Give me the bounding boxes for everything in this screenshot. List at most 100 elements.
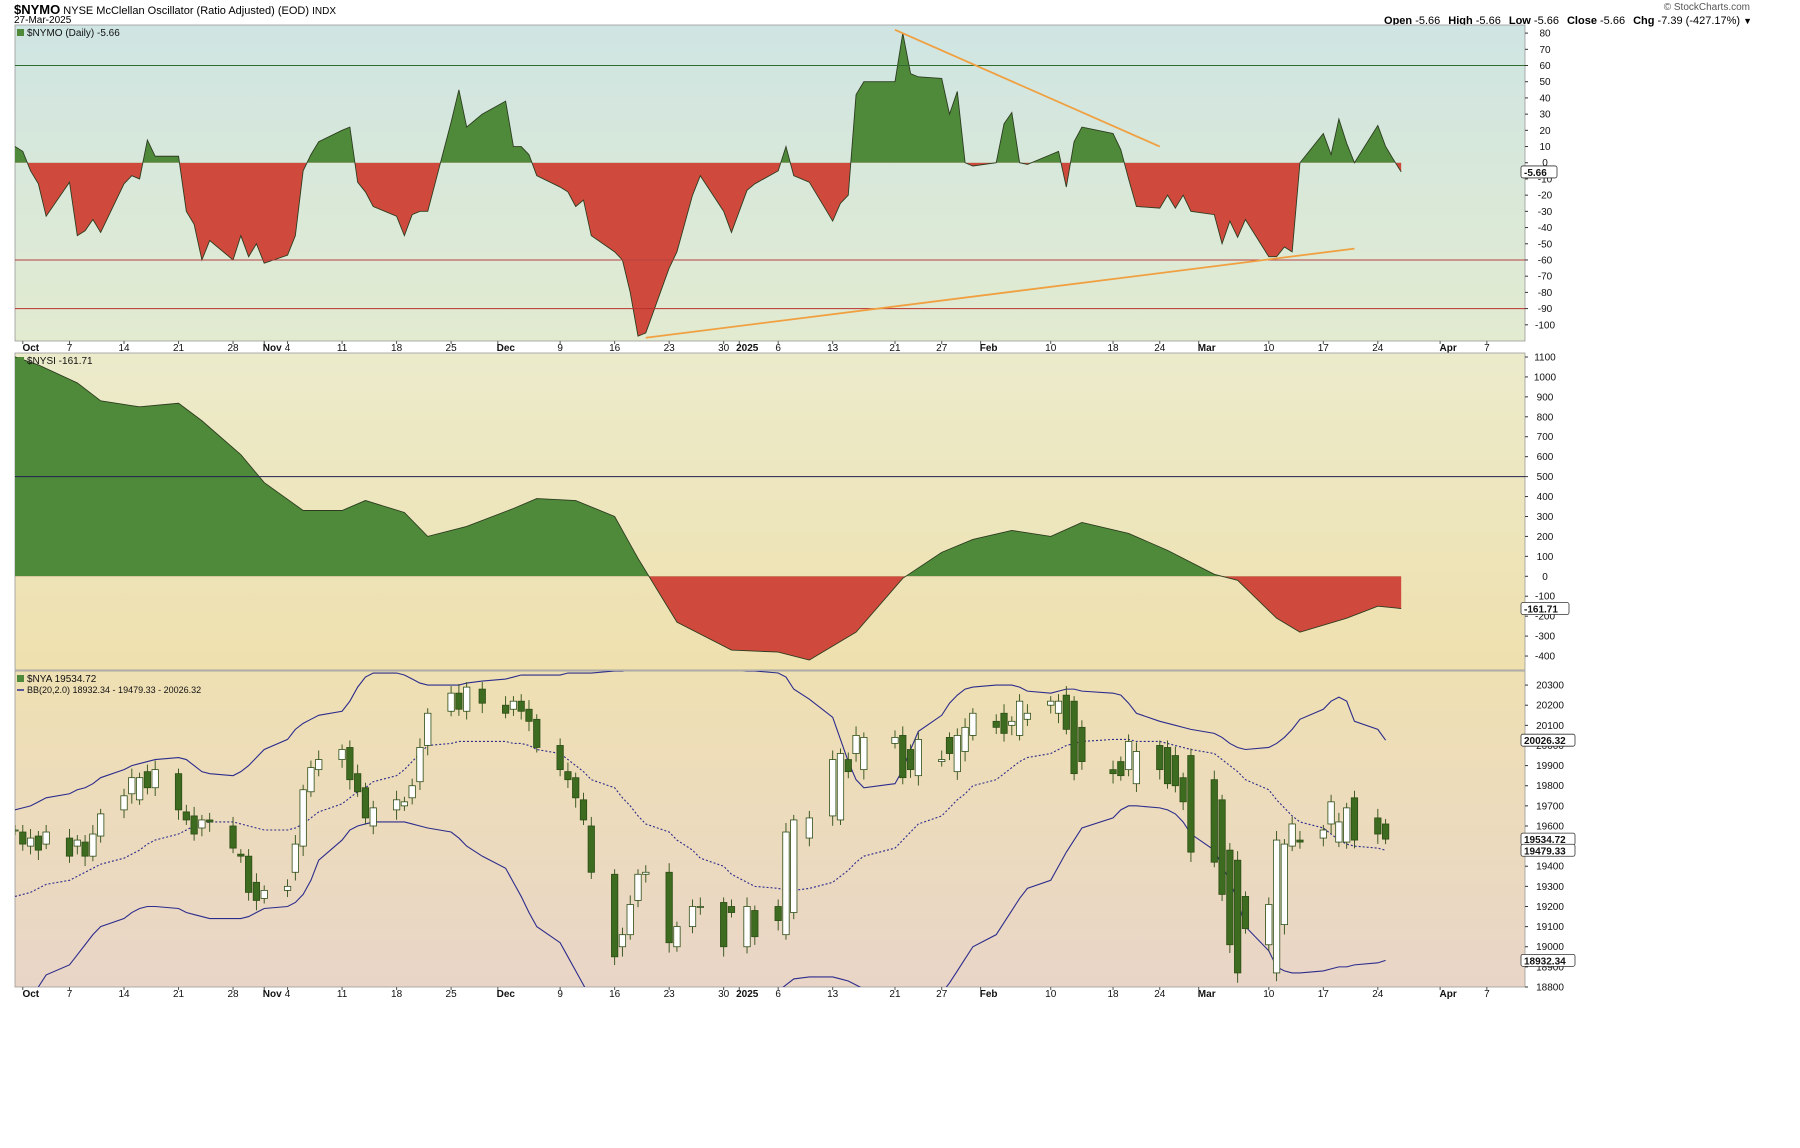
candle (525, 708, 533, 722)
candle (1374, 817, 1382, 835)
last-value-label: -5.66 (1524, 168, 1547, 179)
candle (1179, 777, 1187, 803)
candle (1125, 741, 1133, 771)
y-tick-label: 19700 (1536, 801, 1564, 812)
candle (829, 759, 837, 817)
exchange: INDX (312, 6, 337, 17)
candle (556, 745, 564, 771)
candle (1210, 779, 1218, 863)
quote-value-chg: -7.39 (-427.17%) (1657, 15, 1741, 27)
candle (906, 749, 915, 771)
x-axis: Oct 7 14 21 28 Nov 4 11 18 25 Dec 9 16 23 30 2025 6 13 21 2… (22, 341, 1490, 354)
x-tick-label: 10 (1263, 343, 1275, 354)
x-tick-label: 30 (718, 343, 730, 354)
candle (1070, 700, 1078, 775)
last-value-label-4: 18932.34 (1524, 956, 1566, 967)
x-tick-label: 7 (67, 343, 73, 354)
candle (1171, 755, 1179, 787)
candle (307, 767, 315, 793)
y-tick-label: 700 (1537, 432, 1554, 443)
x-tick-label: 24 (1154, 989, 1166, 1000)
y-tick-label: 1100 (1534, 352, 1556, 363)
oscillator-line (14, 33, 1402, 337)
quote-value-high: -5.66 (1475, 15, 1501, 27)
candle (1327, 801, 1335, 825)
y-tick-label: 0 (1542, 572, 1548, 583)
panel-nysi: 110010009008007006005004003002001000-100… (14, 352, 1557, 671)
candle (1023, 712, 1031, 720)
quote-label-close: Close (1566, 15, 1600, 27)
y-tick-label: -30 (1538, 207, 1553, 218)
credit-label: © StockCharts.com (1663, 2, 1750, 13)
x-tick-label: Nov (263, 343, 282, 354)
candle (1241, 896, 1250, 930)
candle (237, 853, 245, 857)
positive-area (15, 356, 1223, 577)
quote-value-low: -5.66 (1533, 15, 1559, 27)
candle (15, 829, 19, 832)
candle (673, 926, 681, 948)
candle (34, 835, 42, 851)
candle (463, 686, 471, 712)
y-tick-label: -70 (1538, 272, 1553, 283)
y-tick-label: 10 (1539, 142, 1551, 153)
quote-value-open: -5.66 (1415, 15, 1441, 27)
x-tick-label: Nov (263, 989, 282, 1000)
x-tick-label: 16 (609, 343, 621, 354)
candle (424, 712, 432, 746)
candle (1000, 712, 1008, 734)
candle (572, 777, 580, 799)
candle (564, 771, 572, 781)
x-tick-label: 27 (936, 343, 948, 354)
x-tick-label: 24 (1372, 343, 1384, 354)
y-tick-label: 900 (1537, 392, 1554, 403)
candle (1163, 747, 1172, 785)
symbol-name: NYSE McClellan Oscillator (Ratio Adjuste… (63, 5, 310, 17)
x-tick-label: 16 (609, 989, 621, 1000)
candle (953, 735, 961, 773)
y-tick-label: 1000 (1534, 372, 1557, 383)
trendline-2 (645, 247, 1355, 339)
x-tick-label: 6 (775, 343, 781, 354)
candle (338, 749, 346, 760)
trendline-1 (894, 29, 1161, 148)
candle (1265, 904, 1273, 946)
x-tick-label: Apr (1440, 989, 1457, 1000)
x-tick-label: 24 (1372, 989, 1384, 1000)
x-tick-label: Apr (1440, 343, 1457, 354)
negative-area (15, 576, 1402, 661)
y-tick-label: 19600 (1536, 821, 1564, 832)
candle (392, 799, 401, 811)
last-value-label-1-box (1520, 733, 1576, 747)
candle (1008, 720, 1016, 726)
x-tick-label: 2025 (736, 343, 759, 354)
panel-background (14, 670, 1526, 988)
x-tick-label: Oct (22, 989, 39, 1000)
x-tick-label: 11 (337, 343, 348, 354)
y-tick-label: 18900 (1536, 962, 1564, 973)
candle (774, 906, 782, 921)
candle (688, 906, 697, 928)
y-tick-label: 20200 (1536, 701, 1564, 712)
candle (229, 825, 237, 849)
candle (642, 871, 650, 875)
y-tick-label: 500 (1537, 472, 1554, 483)
candle (315, 759, 323, 771)
candle (634, 873, 642, 901)
candle (1218, 799, 1226, 895)
x-tick-label: 28 (227, 989, 239, 1000)
x-tick-label: 4 (285, 343, 291, 354)
y-tick-label: 18800 (1536, 983, 1564, 994)
candle (587, 825, 595, 873)
x-tick-label: Feb (980, 989, 998, 1000)
y-tick-label: 600 (1537, 452, 1554, 463)
y-tick-label: 100 (1537, 552, 1554, 563)
candle (136, 777, 144, 801)
x-tick-label: 25 (446, 343, 458, 354)
panel-legend-icon (17, 357, 24, 364)
panel-legend-icon (17, 675, 24, 682)
x-tick-label: 4 (285, 989, 291, 1000)
x-tick-label: 14 (118, 343, 130, 354)
x-tick-label: 10 (1045, 989, 1057, 1000)
